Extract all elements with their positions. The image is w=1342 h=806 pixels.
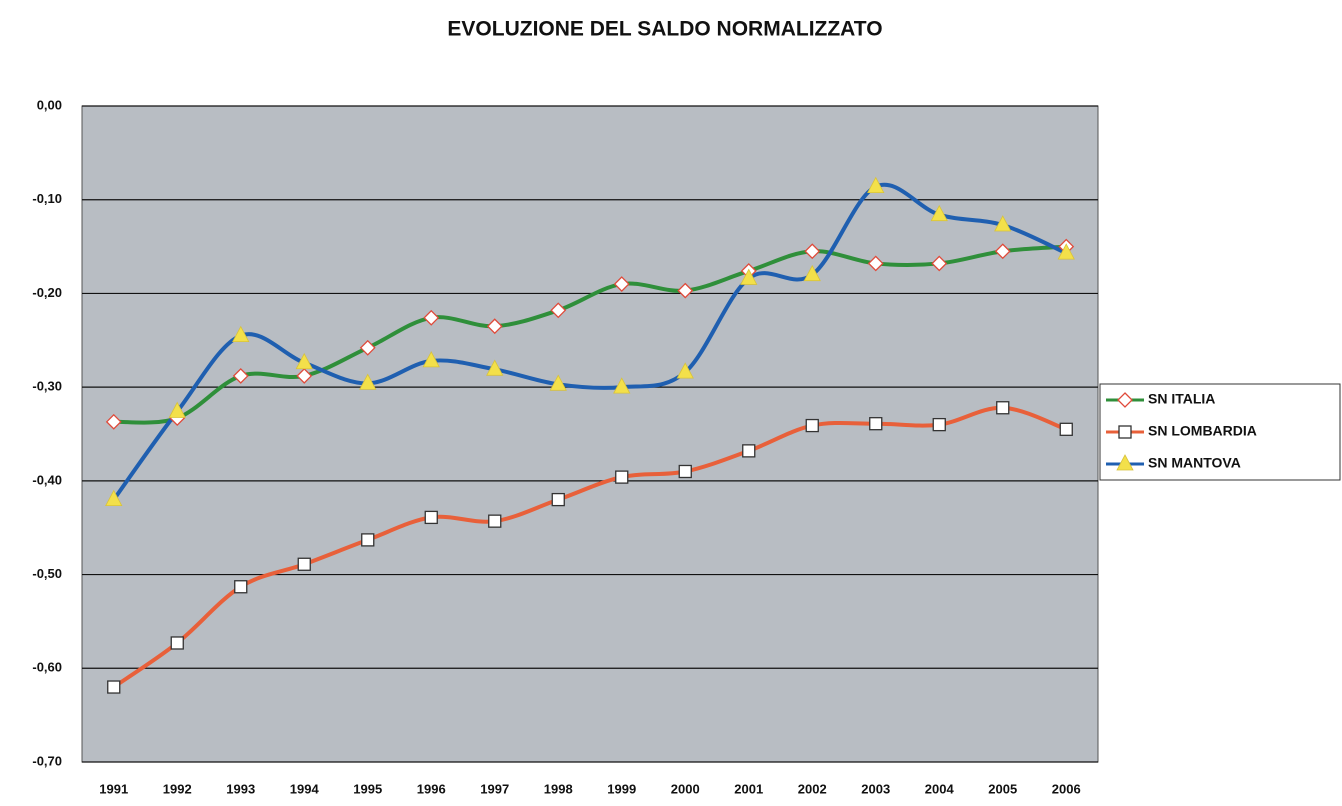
marker: [422, 351, 440, 368]
marker: [107, 680, 121, 694]
plot-area: [81, 105, 1099, 763]
marker: [488, 514, 502, 528]
marker: [613, 377, 631, 394]
marker: [170, 636, 184, 650]
marker: [1118, 425, 1132, 439]
marker: [361, 533, 375, 547]
y-tick-label: -0,70: [32, 753, 62, 768]
marker: [867, 255, 884, 272]
x-tick-label: 1997: [480, 781, 509, 796]
marker: [803, 264, 821, 282]
marker: [676, 362, 694, 379]
marker: [930, 204, 948, 222]
marker: [1116, 454, 1134, 471]
y-tick-label: -0,30: [32, 379, 62, 394]
x-tick-label: 2006: [1052, 781, 1081, 796]
y-tick-label: 0,00: [37, 97, 62, 112]
legend-label: SN MANTOVA: [1148, 455, 1241, 471]
series-line: [113, 244, 1067, 425]
x-tick-label: 2000: [671, 781, 700, 796]
x-tick-label: 1994: [290, 781, 320, 796]
x-tick-label: 2003: [861, 781, 890, 796]
marker: [869, 417, 883, 431]
marker: [232, 367, 249, 384]
series-line: [112, 182, 1068, 501]
y-tick-label: -0,40: [32, 472, 62, 487]
marker: [742, 444, 756, 458]
marker: [234, 580, 248, 594]
series-line: [112, 405, 1067, 689]
legend-label: SN ITALIA: [1148, 391, 1215, 407]
marker: [359, 373, 377, 390]
y-tick-label: -0,20: [32, 285, 62, 300]
marker: [678, 464, 692, 479]
marker: [805, 418, 819, 433]
x-tick-label: 1993: [226, 781, 255, 796]
x-tick-label: 1991: [99, 781, 128, 796]
chart-title: EVOLUZIONE DEL SALDO NORMALIZZATO: [447, 18, 882, 41]
marker: [486, 359, 504, 376]
marker: [804, 243, 821, 260]
marker: [105, 489, 123, 506]
marker: [1057, 243, 1075, 260]
marker: [994, 243, 1011, 260]
marker: [296, 367, 313, 384]
marker: [486, 318, 503, 335]
marker: [740, 268, 758, 285]
marker: [867, 176, 885, 193]
marker: [551, 492, 565, 507]
marker: [424, 510, 438, 525]
y-tick-label: -0,50: [32, 566, 62, 581]
x-tick-label: 1995: [353, 781, 382, 796]
marker: [549, 374, 567, 391]
marker: [1117, 392, 1133, 408]
marker: [168, 401, 186, 418]
marker: [931, 255, 948, 272]
marker: [932, 417, 946, 432]
y-tick-label: -0,10: [32, 191, 62, 206]
marker: [996, 401, 1010, 415]
marker: [359, 339, 376, 356]
x-tick-label: 2002: [798, 781, 827, 796]
marker: [1059, 422, 1073, 436]
marker: [297, 557, 311, 571]
marker: [423, 309, 440, 326]
marker: [677, 282, 694, 299]
marker: [105, 413, 122, 430]
marker: [613, 276, 630, 292]
x-tick-label: 2004: [925, 781, 955, 796]
marker: [994, 215, 1012, 232]
x-tick-label: 1996: [417, 781, 446, 796]
x-tick-label: 1998: [544, 781, 573, 796]
y-tick-label: -0,60: [32, 660, 62, 675]
marker: [295, 352, 313, 370]
x-tick-label: 2005: [988, 781, 1017, 796]
legend-label: SN LOMBARDIA: [1148, 423, 1257, 439]
x-tick-label: 1992: [163, 781, 192, 796]
marker: [550, 302, 567, 319]
marker: [615, 470, 629, 484]
marker: [232, 325, 250, 342]
x-tick-label: 1999: [607, 781, 636, 796]
x-tick-label: 2001: [734, 781, 763, 796]
